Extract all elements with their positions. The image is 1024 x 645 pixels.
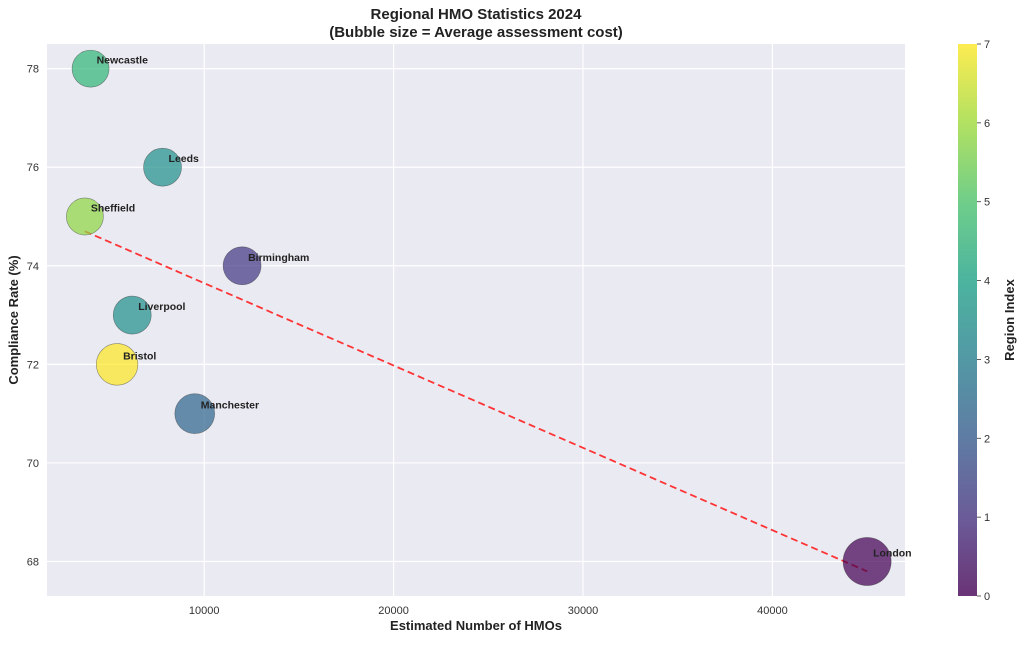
label-layer: London Birmingham Manchester Leeds Liverpool… bbox=[91, 55, 912, 560]
colorbar-tick-label: 5 bbox=[984, 197, 990, 209]
x-tick-label: 20000 bbox=[378, 605, 409, 617]
chart-subtitle: (Bubble size = Average assessment cost) bbox=[329, 24, 623, 41]
bubble-label-birmingham: Birmingham bbox=[248, 252, 309, 264]
x-tick-label: 30000 bbox=[568, 605, 599, 617]
x-tick-labels: 10000 20000 30000 40000 bbox=[189, 605, 788, 617]
y-tick-label: 72 bbox=[27, 359, 39, 371]
colorbar-tick-label: 7 bbox=[984, 39, 990, 51]
colorbar-label: Region Index bbox=[1002, 278, 1017, 360]
colorbar-tick-label: 2 bbox=[984, 433, 990, 445]
colorbar bbox=[958, 44, 977, 596]
colorbar-tick-label: 1 bbox=[984, 512, 990, 524]
trend-layer bbox=[84, 230, 868, 573]
bubble-label-bristol: Bristol bbox=[123, 350, 156, 362]
bubble-birmingham bbox=[222, 246, 262, 286]
y-tick-label: 76 bbox=[27, 162, 39, 174]
x-tick-label: 10000 bbox=[189, 605, 220, 617]
bubble-leeds bbox=[143, 147, 182, 187]
grid-layer bbox=[47, 44, 905, 596]
y-tick-label: 78 bbox=[27, 64, 39, 76]
bubble-label-sheffield: Sheffield bbox=[91, 203, 135, 215]
x-axis-label: Estimated Number of HMOs bbox=[390, 618, 562, 633]
bubble-manchester bbox=[174, 393, 215, 434]
bubble-label-leeds: Leeds bbox=[169, 153, 200, 165]
colorbar-tick-label: 4 bbox=[984, 276, 990, 288]
bubble-label-liverpool: Liverpool bbox=[138, 301, 185, 313]
bubble-label-manchester: Manchester bbox=[201, 400, 259, 412]
y-tick-label: 74 bbox=[27, 261, 39, 273]
colorbar-tick-label: 6 bbox=[984, 118, 990, 130]
y-tick-label: 70 bbox=[27, 458, 39, 470]
colorbar-ticks: 0 1 2 3 4 5 6 7 bbox=[977, 39, 990, 603]
y-axis-label: Compliance Rate (%) bbox=[6, 255, 21, 384]
bubble-newcastle bbox=[71, 49, 110, 88]
bubble-liverpool bbox=[112, 295, 152, 335]
bubble-sheffield bbox=[66, 197, 104, 236]
x-tick-label: 40000 bbox=[757, 605, 788, 617]
y-tick-label: 68 bbox=[27, 557, 39, 569]
colorbar-tick-label: 3 bbox=[984, 354, 990, 366]
colorbar-tick-label: 0 bbox=[984, 591, 990, 603]
chart-title: Regional HMO Statistics 2024 bbox=[371, 6, 583, 23]
bubble-london bbox=[842, 537, 892, 586]
bubble-layer bbox=[66, 49, 892, 586]
bubble-bristol bbox=[95, 343, 139, 386]
bubble-label-newcastle: Newcastle bbox=[97, 55, 149, 67]
plot-area bbox=[47, 44, 905, 596]
bubble-label-london: London bbox=[873, 548, 911, 560]
y-tick-labels: 68 70 72 74 76 78 bbox=[27, 64, 39, 569]
trend-line bbox=[84, 230, 868, 573]
